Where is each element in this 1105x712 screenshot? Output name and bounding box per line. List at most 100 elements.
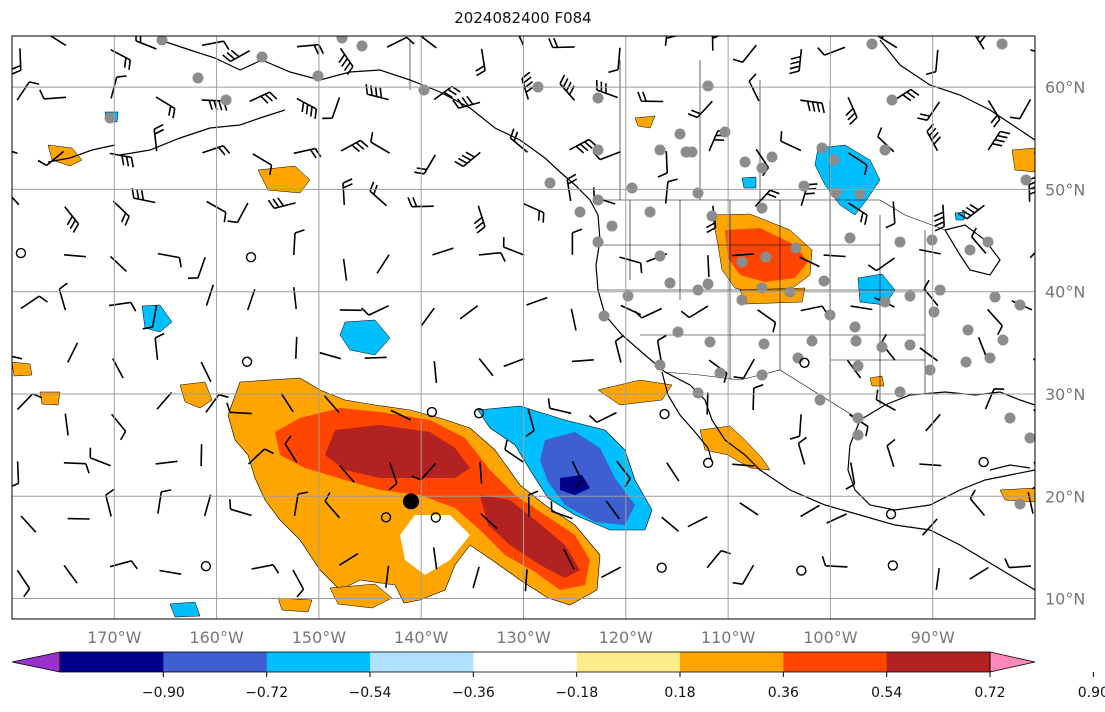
- colorbar-tick-label: −0.90: [142, 685, 185, 701]
- station-dot: [960, 356, 972, 368]
- anomaly-patch: [634, 115, 656, 129]
- wind-barb: [39, 89, 67, 100]
- wind-barb: [596, 79, 618, 99]
- wind-barb: [296, 97, 318, 119]
- political-boundaries: [409, 40, 946, 421]
- station-dot: [849, 321, 861, 333]
- wind-barb: [877, 36, 898, 49]
- aleutian-islands: [47, 144, 116, 163]
- station-dot: [104, 112, 116, 124]
- station-dot: [792, 352, 804, 364]
- lon-tick-label: 110°W: [701, 628, 756, 647]
- wind-barb: [748, 73, 760, 102]
- wind-barb: [706, 549, 731, 569]
- station-dot: [844, 232, 856, 244]
- station-dot: [934, 284, 946, 296]
- wind-barb: [921, 518, 938, 536]
- anomaly-patch: [597, 379, 673, 406]
- station-dot: [818, 275, 830, 287]
- calm-marker: [430, 512, 441, 523]
- station-dot: [574, 206, 586, 218]
- canada-provinces: [619, 60, 831, 200]
- wind-barb: [293, 287, 297, 310]
- wind-barb: [706, 392, 709, 415]
- anomaly-patch: [329, 583, 393, 609]
- wind-barb: [201, 99, 228, 111]
- station-dot: [654, 250, 666, 262]
- wind-barb: [527, 490, 539, 517]
- colorbar-segment: [680, 652, 784, 672]
- wind-barb: [502, 237, 525, 256]
- colorbar-extend-low: [11, 651, 61, 673]
- station-dot: [220, 94, 232, 106]
- wind-barb: [16, 569, 31, 598]
- station-dot: [592, 194, 604, 206]
- lat-tick-label: 10°N: [1045, 590, 1085, 609]
- colorbar-tick-labels: −0.90 −0.72 −0.54 −0.36 −0.18 0.18 0.36 0.54 0.7…: [142, 672, 1105, 701]
- station-dot: [672, 326, 684, 338]
- station-dot: [756, 202, 768, 214]
- station-dot: [544, 177, 556, 189]
- wind-barb: [205, 284, 215, 306]
- station-dot: [758, 338, 770, 350]
- station-dot: [828, 154, 840, 166]
- negative-anomaly-patch: [339, 319, 391, 356]
- station-dot: [654, 359, 666, 371]
- wind-barb: [472, 566, 480, 589]
- wind-barb: [323, 395, 340, 414]
- wind-barb: [249, 91, 278, 104]
- wind-barb: [525, 409, 535, 438]
- wind-barb: [877, 127, 895, 153]
- station-dot: [798, 180, 810, 192]
- wind-barb: [37, 150, 65, 167]
- wind-barb: [789, 414, 802, 440]
- station-dot: [790, 242, 802, 254]
- wind-barb: [891, 88, 920, 103]
- wind-barb: [1033, 408, 1035, 413]
- wind-barb: [1004, 558, 1032, 569]
- wind-barb: [342, 258, 348, 281]
- wind-barb: [479, 461, 483, 484]
- colorbar-frame: [59, 651, 991, 673]
- wind-barb: [634, 307, 663, 319]
- wind-barb: [845, 462, 856, 490]
- wind-barb: [433, 85, 461, 101]
- colorbar-tick-label: 0.54: [871, 685, 902, 701]
- colorbar-tick-label: −0.18: [555, 685, 598, 701]
- wind-barb: [925, 49, 939, 76]
- wind-barb: [292, 569, 305, 598]
- wind-barb: [739, 502, 759, 516]
- wind-barb: [1030, 49, 1035, 52]
- wind-barb: [977, 337, 988, 359]
- colorbar-tick-label: 0.18: [664, 685, 695, 701]
- lon-tick-label: 100°W: [803, 628, 858, 647]
- wind-barb: [16, 393, 43, 411]
- wind-barb: [154, 332, 165, 360]
- wind-barb: [637, 91, 664, 103]
- wind-barb: [267, 197, 296, 210]
- lat-tick-label: 60°N: [1045, 78, 1085, 97]
- wind-barb: [63, 564, 78, 584]
- wind-barb: [433, 361, 438, 384]
- wind-barb: [845, 96, 858, 125]
- station-dot: [982, 236, 994, 248]
- colorbar-tick-label: −0.72: [245, 685, 288, 701]
- wind-barb: [66, 342, 79, 363]
- wind-barb: [657, 151, 668, 178]
- wind-barb: [159, 569, 182, 575]
- wind-barb: [1009, 99, 1032, 120]
- wind-barb: [110, 48, 131, 70]
- station-dots: [104, 36, 1035, 510]
- station-dot: [626, 182, 638, 194]
- colorbar-segment: [576, 652, 681, 672]
- wind-barb: [752, 384, 764, 411]
- wind-barb: [473, 205, 486, 234]
- wind-barb: [933, 204, 945, 232]
- colorbar-segment: [473, 652, 578, 672]
- us-canada-border: [598, 199, 946, 231]
- wind-barb: [619, 256, 643, 274]
- graticule: [12, 36, 1035, 619]
- station-dot: [592, 92, 604, 104]
- station-dot: [814, 394, 826, 406]
- station-dot: [704, 336, 716, 348]
